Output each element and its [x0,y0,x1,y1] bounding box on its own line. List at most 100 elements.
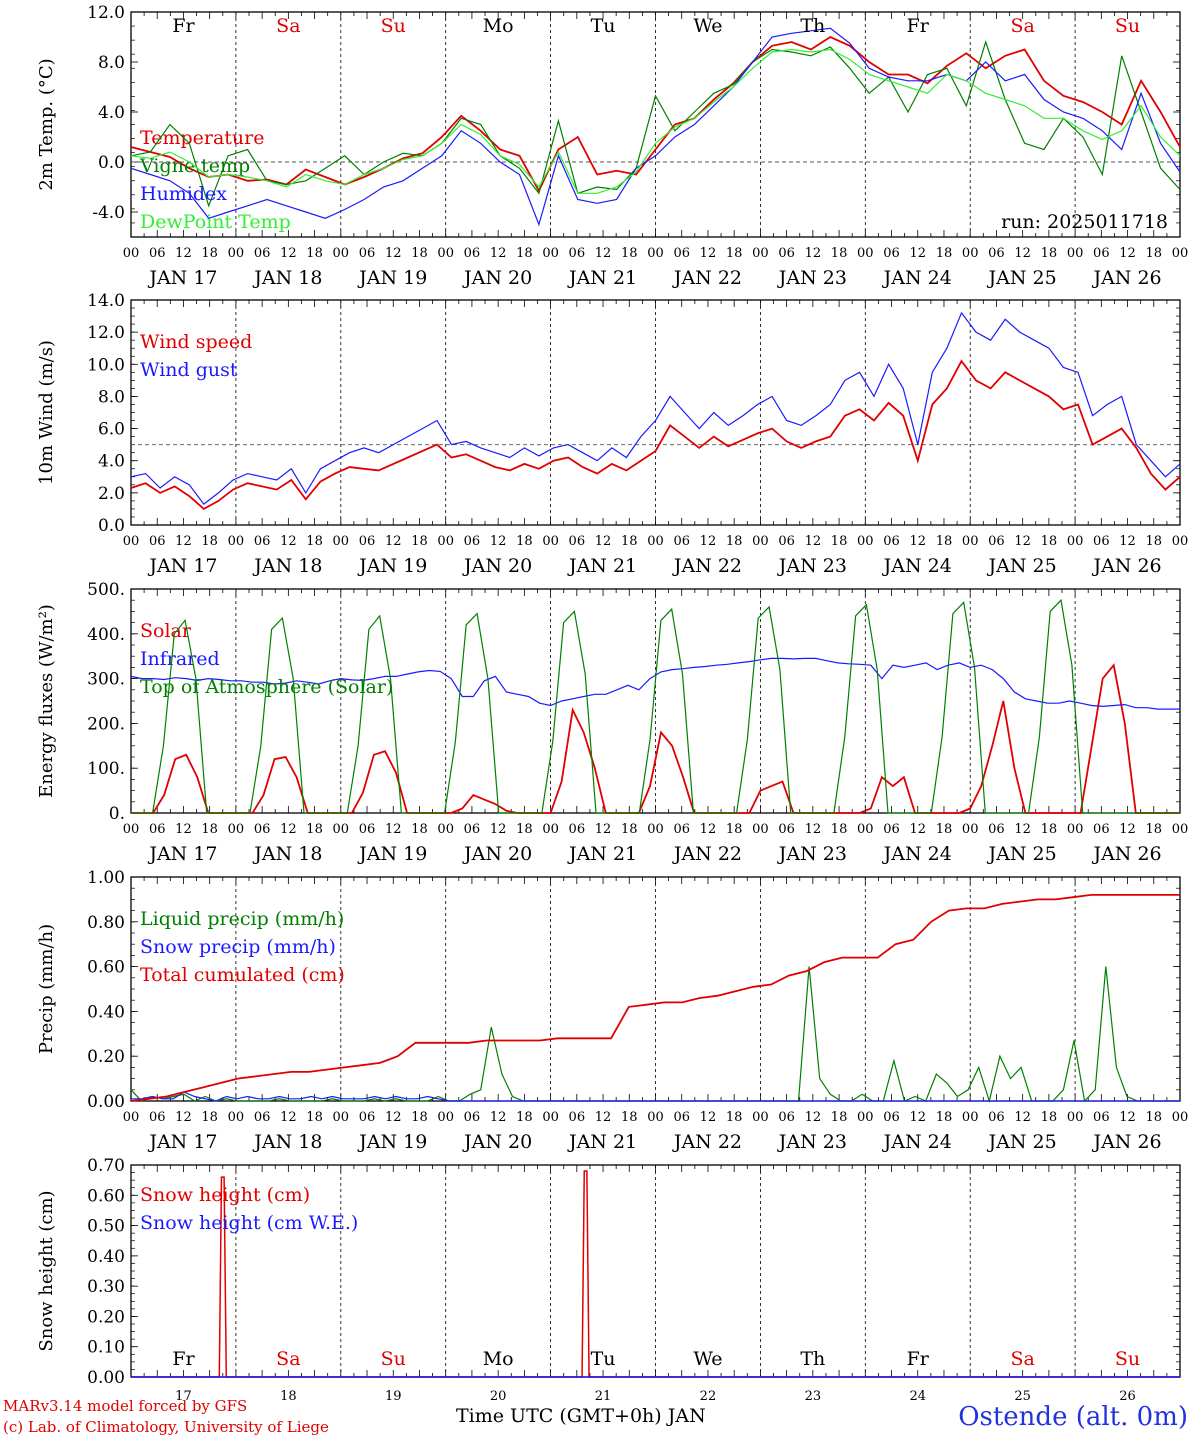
hour-label: 06 [464,822,481,837]
hour-label: 18 [936,1110,953,1125]
hour-label: 00 [437,1110,454,1125]
hour-label: 00 [228,534,245,549]
hour-label: 18 [306,822,323,837]
hour-label: 00 [752,246,769,261]
hour-label: 12 [280,534,297,549]
legend-entry: Snow height (cm) [140,1184,310,1206]
y-tick-label: 300. [87,670,125,690]
hour-label: 00 [647,1110,664,1125]
legend-entry: Total cumulated (cm) [140,964,345,986]
hour-label: 06 [988,1110,1005,1125]
date-label: JAN 22 [672,843,742,865]
panel-5: 0.00 0.10 0.20 0.30 0.40 0.50 0.60 0.70 Snow hei… [36,1156,1181,1404]
hour-label: 06 [883,1110,900,1125]
legend-entry: Liquid precip (mm/h) [140,908,344,930]
hour-label: 06 [569,822,586,837]
y-axis-label: 10m Wind (m/s) [36,340,57,485]
y-tick-label: 14.0 [87,291,125,311]
y-tick-label: 0.10 [87,1338,125,1358]
y-tick-label: 0.00 [87,1092,125,1112]
hour-label: 18 [621,534,638,549]
date-label: JAN 23 [777,843,847,865]
hour-label: 00 [437,246,454,261]
date-label: JAN 19 [357,1131,427,1153]
hour-label: 00 [1172,246,1189,261]
hour-label: 18 [1146,246,1163,261]
hour-label: 12 [490,534,507,549]
hour-label: 00 [542,822,559,837]
date-label: JAN 24 [882,555,952,577]
hour-label: 12 [1119,1110,1136,1125]
y-tick-label: -4.0 [92,203,125,223]
date-label: JAN 17 [147,555,217,577]
y-tick-label: 10.0 [87,355,125,375]
y-tick-label: 12.0 [87,3,125,23]
hour-label: 12 [700,822,717,837]
date-label: JAN 25 [987,555,1057,577]
hour-label: 12 [700,1110,717,1125]
y-tick-label: 0.40 [87,1247,125,1267]
hour-label: 06 [778,246,795,261]
day-name-label: Su [381,1348,406,1370]
series-line [131,1091,1180,1102]
date-label: JAN 23 [777,267,847,289]
hour-label: 12 [805,246,822,261]
hour-label: 00 [857,534,874,549]
hour-label: 00 [123,822,140,837]
hour-label: 12 [595,246,612,261]
y-tick-label: 0.30 [87,1277,125,1297]
y-tick-label: 4.0 [98,103,125,123]
legend-entry: Solar [140,620,192,642]
y-tick-label: 0.70 [87,1156,125,1176]
hour-label: 12 [490,1110,507,1125]
hour-label: 06 [673,534,690,549]
date-label: JAN 24 [882,843,952,865]
hour-label: 06 [359,246,376,261]
date-label: JAN 18 [252,1131,322,1153]
hour-label: 12 [280,1110,297,1125]
panel-4: 0.00 0.20 0.40 0.60 0.80 1.00 Precip (mm/h) 00 0… [36,868,1188,1153]
y-tick-label: 100. [87,759,125,779]
date-label: JAN 20 [462,555,532,577]
hour-label: 06 [1093,534,1110,549]
hour-label: 06 [883,534,900,549]
y-tick-label: 12.0 [87,323,125,343]
hour-label: 12 [1014,534,1031,549]
hour-label: 06 [464,534,481,549]
hour-label: 06 [464,1110,481,1125]
hour-label: 00 [228,1110,245,1125]
panel-2: 0.0 2.0 4.0 6.0 8.0 10.0 12.0 14.0 10m Wind (m/s… [36,291,1188,577]
hour-label: 12 [175,534,192,549]
hour-label: 18 [516,246,533,261]
y-tick-label: 0.0 [98,516,125,536]
hour-label: 00 [437,822,454,837]
hour-label: 12 [595,1110,612,1125]
hour-label: 18 [831,246,848,261]
hour-label: 00 [1067,246,1084,261]
day-name-label: Mo [483,1348,514,1370]
y-tick-label: 500. [87,580,125,600]
hour-label: 06 [359,1110,376,1125]
hour-label: 06 [149,822,166,837]
hour-label: 06 [778,534,795,549]
hour-label: 12 [385,534,402,549]
series-line [131,663,1180,814]
y-tick-label: 0.20 [87,1307,125,1327]
y-tick-label: 8.0 [98,53,125,73]
hour-label: 12 [175,1110,192,1125]
hour-label: 00 [333,1110,350,1125]
hour-label: 18 [411,1110,428,1125]
series-line [131,598,1180,814]
day-number-label: 21 [595,1389,612,1404]
day-number-label: 20 [490,1389,507,1404]
hour-label: 00 [123,534,140,549]
hour-label: 00 [962,534,979,549]
day-name-label: Tu [591,1348,616,1370]
date-label: JAN 23 [777,555,847,577]
run-label: run: 2025011718 [1001,211,1168,233]
day-name-label: Sa [1010,15,1034,37]
date-label: JAN 24 [882,1131,952,1153]
series-line [130,27,1181,227]
day-number-label: 23 [805,1389,822,1404]
hour-label: 06 [254,534,271,549]
